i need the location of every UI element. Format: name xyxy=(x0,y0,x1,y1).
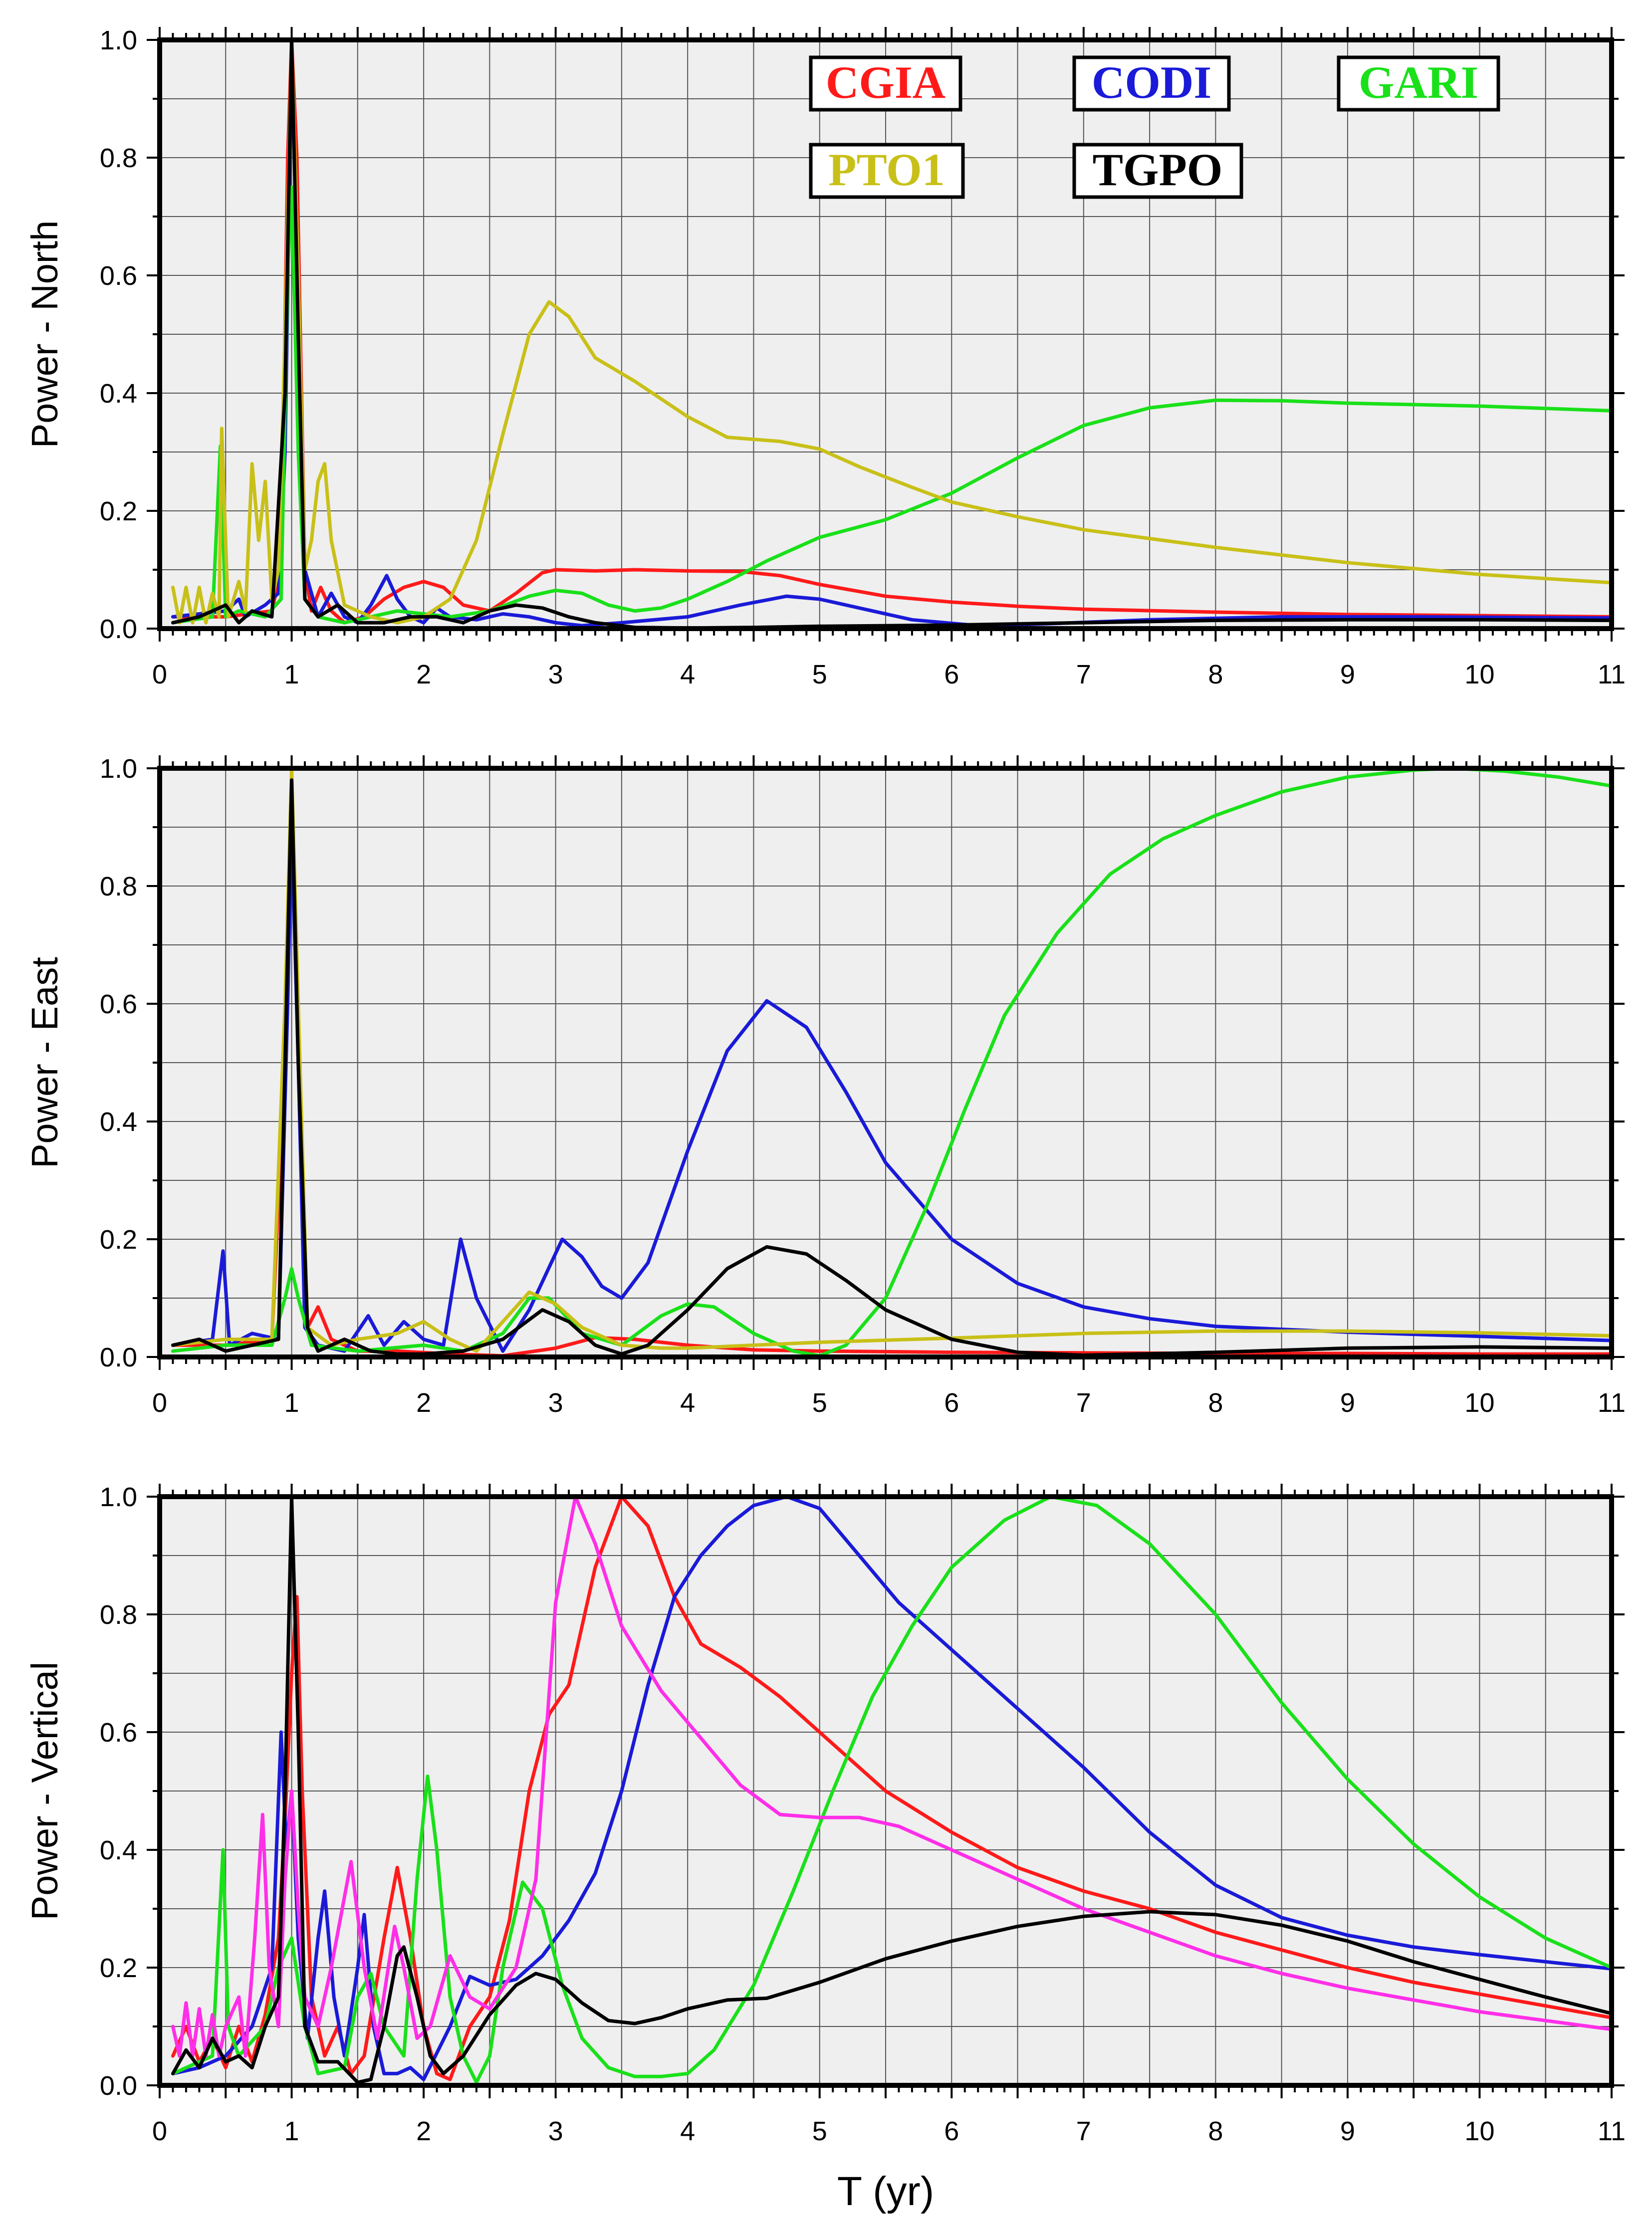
panel-north: 0 1 2 3 4 5 6 7 8 9 10 11 0.0 0.2 0.4 0.6 0.8 1.0 Power … xyxy=(24,25,1626,689)
x-tick-label: 11 xyxy=(1598,1388,1626,1418)
y-tick-label: 0.2 xyxy=(100,496,137,526)
x-tick-label: 0 xyxy=(152,1388,167,1418)
y-axis-label: Power - North xyxy=(24,221,65,448)
y-tick-label: 0.2 xyxy=(100,1953,137,1983)
y-tick-label: 1.0 xyxy=(100,1482,137,1512)
x-tick-label: 9 xyxy=(1340,2116,1355,2146)
x-tick-label: 2 xyxy=(416,660,431,689)
x-tick-label: 9 xyxy=(1340,660,1355,689)
y-tick-label: 1.0 xyxy=(100,25,137,55)
x-tick-labels: 0 1 2 3 4 5 6 7 8 9 10 11 xyxy=(152,2116,1626,2146)
x-tick-label: 5 xyxy=(812,2116,827,2146)
plot-frame xyxy=(157,37,1614,631)
series-line-gari xyxy=(171,185,1612,625)
y-tick-label: 0.8 xyxy=(100,1600,137,1630)
y-tick-labels: 0.0 0.2 0.4 0.6 0.8 1.0 xyxy=(100,1482,137,2101)
series-line-unnamed-3 xyxy=(171,1497,1612,2058)
y-tick-label: 0.2 xyxy=(100,1225,137,1255)
legend-item-cgia: CGIA xyxy=(809,55,962,112)
x-tick-label: 6 xyxy=(944,2116,959,2146)
x-tick-label: 1 xyxy=(284,660,299,689)
y-tick-labels: 0.0 0.2 0.4 0.6 0.8 1.0 xyxy=(100,754,137,1372)
x-tick-label: 7 xyxy=(1076,1388,1091,1418)
x-tick-label: 5 xyxy=(812,660,827,689)
x-axis-label: T (yr) xyxy=(837,2169,934,2214)
series-line-tgpo xyxy=(171,1497,1612,2084)
grid xyxy=(159,768,1612,1357)
y-tick-label: 0.0 xyxy=(100,614,137,644)
legend-box-gari xyxy=(1337,55,1500,112)
series-line-tgpo xyxy=(171,778,1612,1357)
x-tick-label: 8 xyxy=(1208,1388,1223,1418)
y-tick-label: 0.4 xyxy=(100,1107,137,1137)
y-tick-label: 0.0 xyxy=(100,2071,137,2101)
series-line-gari xyxy=(171,768,1612,1357)
legend: CGIA CODI GARI PTO1 TGPO xyxy=(809,55,1500,199)
x-tick-label: 0 xyxy=(152,660,167,689)
y-tick-label: 0.4 xyxy=(100,1835,137,1865)
legend-box-pto1 xyxy=(809,143,965,199)
legend-item-codi: CODI xyxy=(1072,55,1231,112)
y-tick-label: 0.6 xyxy=(100,1718,137,1748)
panel-vertical: 0 1 2 3 4 5 6 7 8 9 10 11 0.0 0.2 0.4 0.6 0.8 1.0 Power … xyxy=(24,1482,1626,2146)
series-line-pto1 xyxy=(171,40,1612,625)
x-tick-label: 2 xyxy=(416,2116,431,2146)
x-tick-label: 10 xyxy=(1464,2116,1494,2146)
y-tick-label: 0.6 xyxy=(100,989,137,1019)
legend-box-cgia xyxy=(809,55,962,112)
y-tick-label: 0.0 xyxy=(100,1343,137,1372)
x-tick-label: 8 xyxy=(1208,660,1223,689)
series-group xyxy=(171,1497,1612,2084)
legend-label-gari: GARI xyxy=(1359,57,1478,108)
x-tick-labels: 0 1 2 3 4 5 6 7 8 9 10 11 xyxy=(152,1388,1626,1418)
x-tick-label: 3 xyxy=(548,660,563,689)
legend-label-cgia: CGIA xyxy=(826,57,945,108)
plot-frame xyxy=(157,766,1614,1359)
x-tick-label: 3 xyxy=(548,1388,563,1418)
series-line-codi xyxy=(171,1497,1612,2081)
y-tick-label: 0.6 xyxy=(100,261,137,291)
x-tick-label: 7 xyxy=(1076,660,1091,689)
x-tick-label: 6 xyxy=(944,660,959,689)
x-tick-label: 11 xyxy=(1598,660,1626,689)
x-tick-labels: 0 1 2 3 4 5 6 7 8 9 10 11 xyxy=(152,660,1626,689)
x-tick-label: 11 xyxy=(1598,2116,1626,2146)
x-tick-label: 8 xyxy=(1208,2116,1223,2146)
x-tick-label: 4 xyxy=(680,1388,695,1418)
legend-item-pto1: PTO1 xyxy=(809,143,965,199)
series-group xyxy=(171,40,1612,629)
x-tick-label: 9 xyxy=(1340,1388,1355,1418)
x-tick-label: 7 xyxy=(1076,2116,1091,2146)
legend-box-tgpo xyxy=(1072,143,1243,199)
x-tick-label: 3 xyxy=(548,2116,563,2146)
y-tick-labels: 0.0 0.2 0.4 0.6 0.8 1.0 xyxy=(100,25,137,644)
legend-item-tgpo: TGPO xyxy=(1072,143,1243,199)
x-tick-label: 2 xyxy=(416,1388,431,1418)
x-tick-label: 0 xyxy=(152,2116,167,2146)
panel-east: 0 1 2 3 4 5 6 7 8 9 10 11 0.0 0.2 0.4 0.6 0.8 1.0 Power … xyxy=(24,754,1626,1418)
series-line-tgpo xyxy=(171,40,1612,629)
x-tick-label: 5 xyxy=(812,1388,827,1418)
legend-label-codi: CODI xyxy=(1092,57,1211,108)
x-tick-label: 10 xyxy=(1464,1388,1494,1418)
x-tick-label: 10 xyxy=(1464,660,1494,689)
y-axis-label: Power - East xyxy=(24,957,65,1168)
legend-box-codi xyxy=(1072,55,1231,112)
legend-label-pto1: PTO1 xyxy=(828,144,944,195)
y-tick-label: 0.8 xyxy=(100,872,137,901)
y-tick-label: 0.4 xyxy=(100,379,137,409)
legend-item-gari: GARI xyxy=(1337,55,1500,112)
plot-frame xyxy=(157,1494,1614,2088)
x-tick-label: 1 xyxy=(284,1388,299,1418)
x-tick-label: 4 xyxy=(680,660,695,689)
series-group xyxy=(171,768,1612,1357)
legend-label-tgpo: TGPO xyxy=(1093,144,1223,195)
x-tick-label: 4 xyxy=(680,2116,695,2146)
x-tick-label: 6 xyxy=(944,1388,959,1418)
x-tick-label: 1 xyxy=(284,2116,299,2146)
y-axis-label: Power - Vertical xyxy=(24,1662,65,1920)
y-tick-label: 0.8 xyxy=(100,143,137,173)
y-tick-label: 1.0 xyxy=(100,754,137,784)
